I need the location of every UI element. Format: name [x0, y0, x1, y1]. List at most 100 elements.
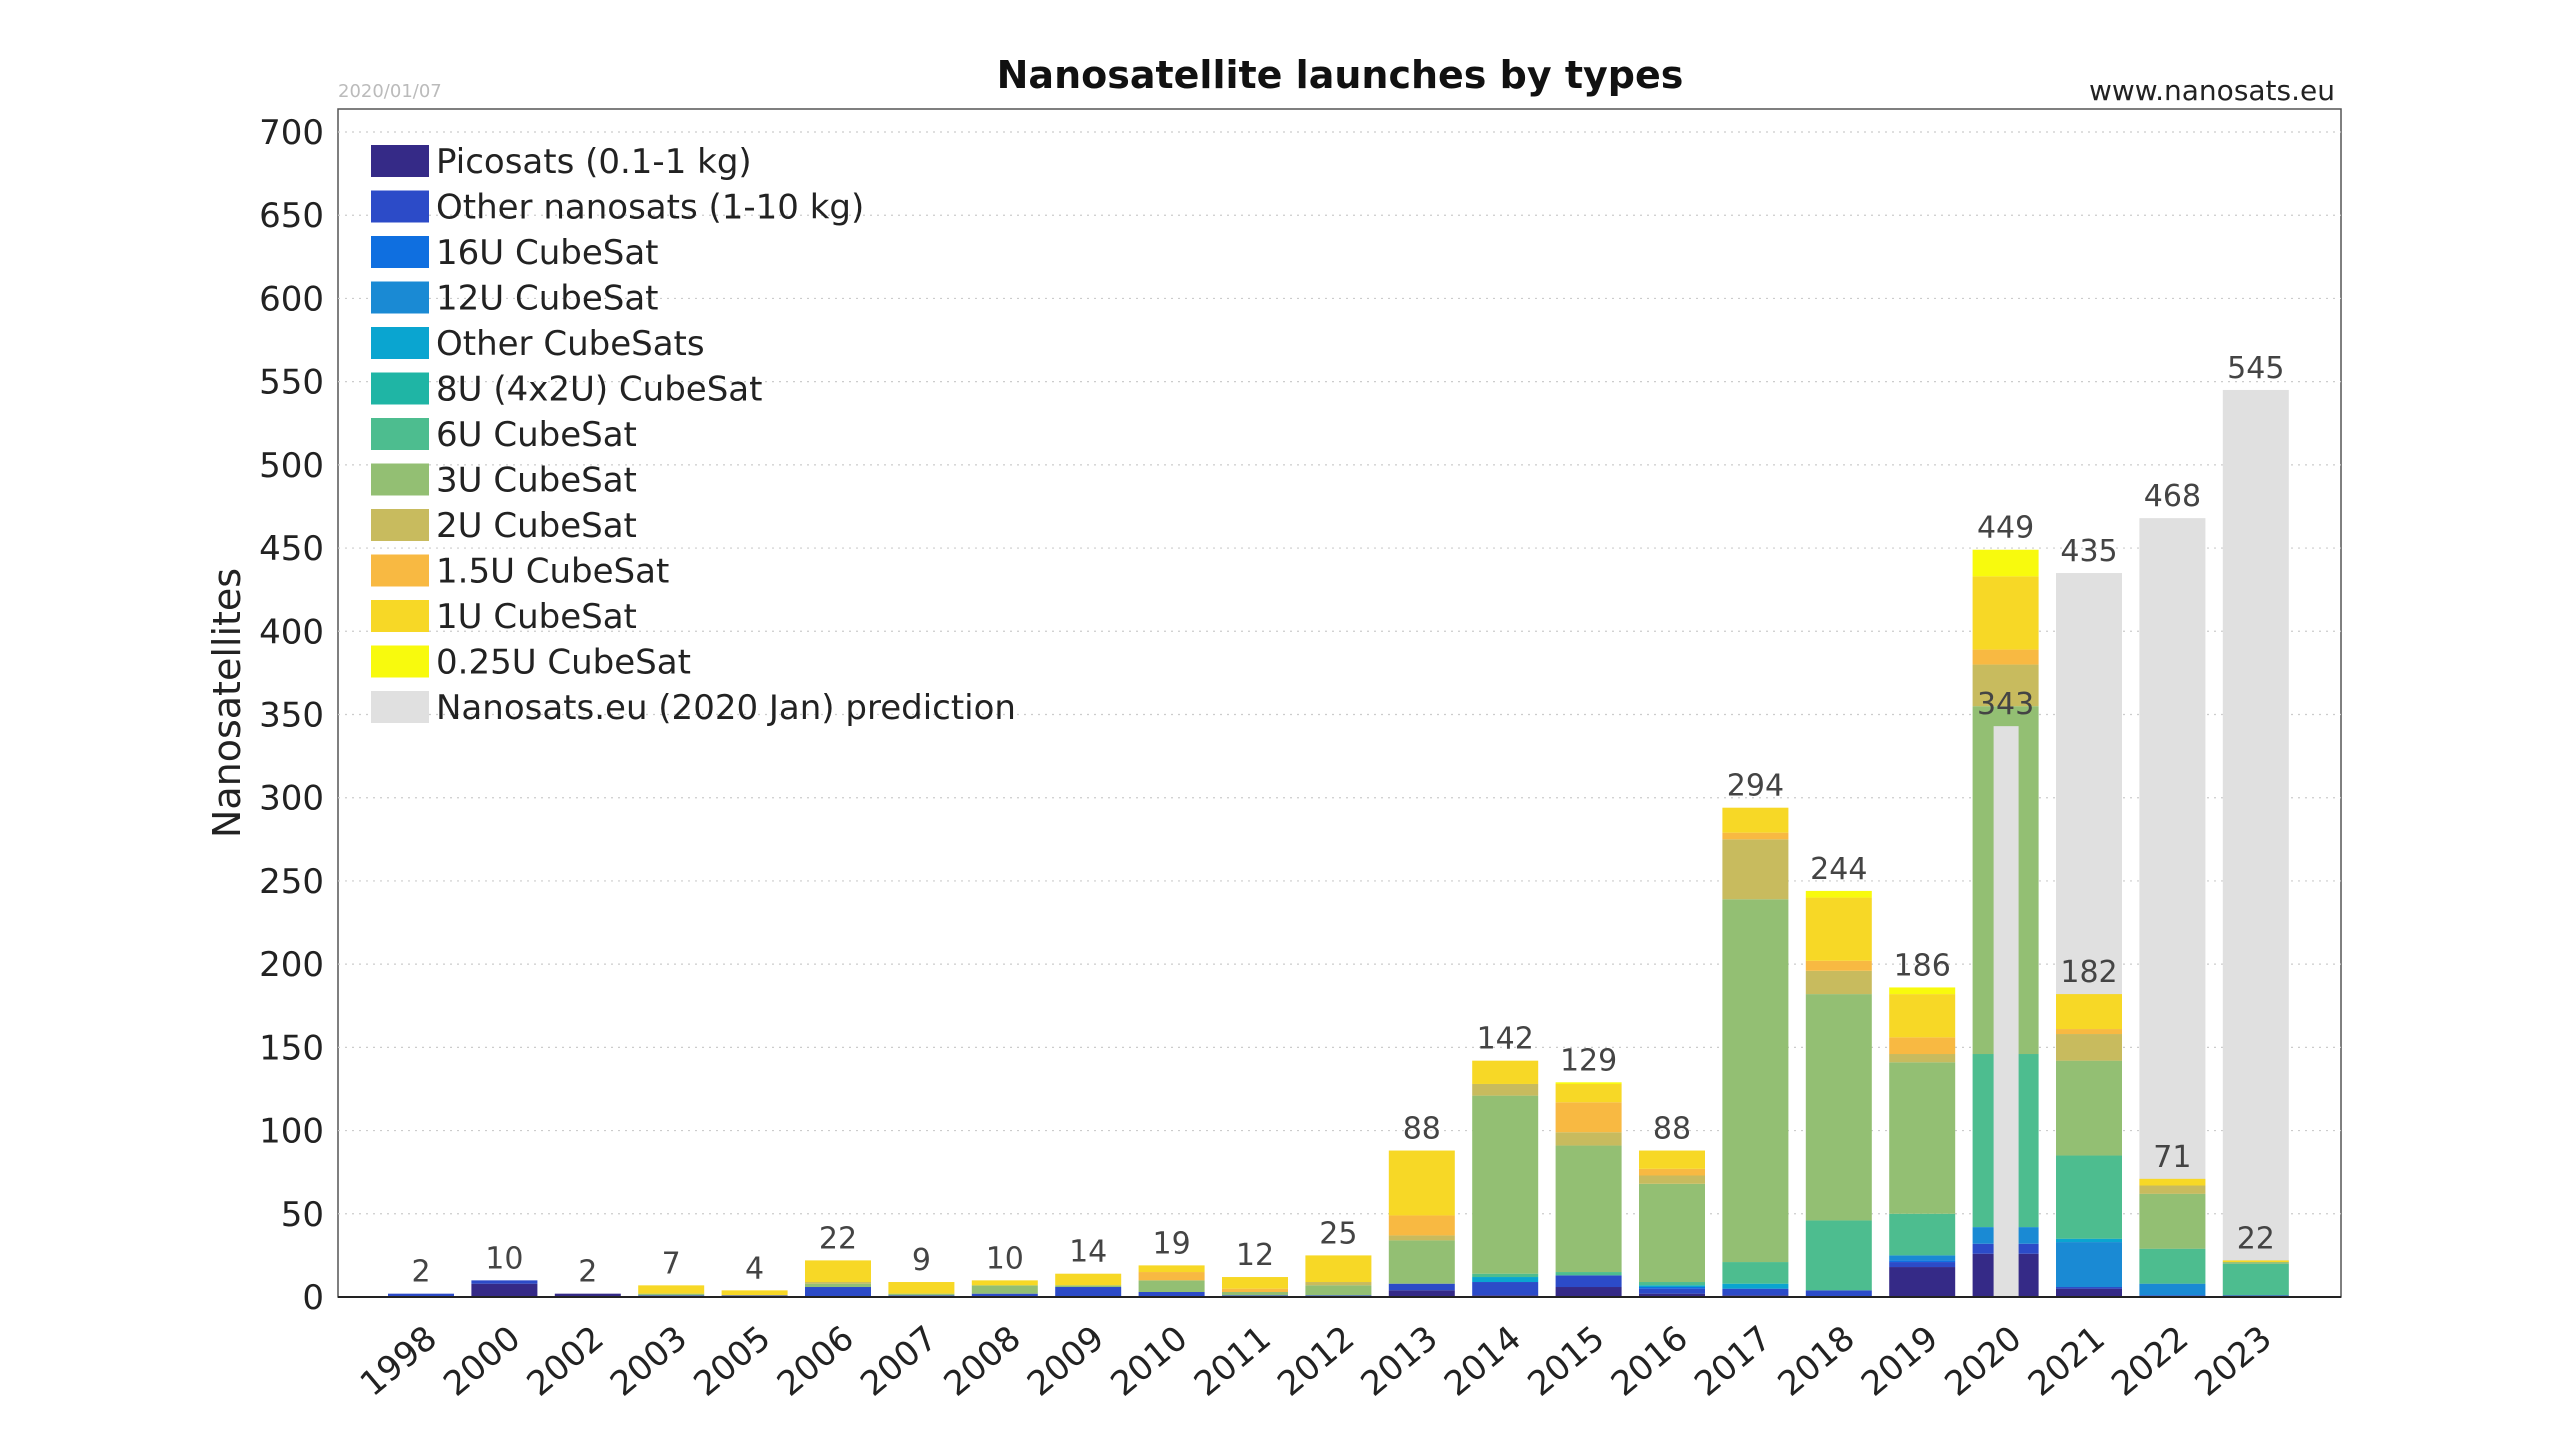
- bar-segment-2010-s10: [1138, 1265, 1205, 1273]
- y-tick-label: 300: [259, 779, 324, 819]
- bar-segment-2022-s6: [2139, 1248, 2206, 1284]
- y-tick-label: 150: [259, 1028, 324, 1068]
- bar-segment-2017-s4: [1722, 1283, 1789, 1289]
- x-tick-label: 2008: [937, 1318, 1029, 1404]
- total-label-2012: 25: [1319, 1216, 1357, 1251]
- prediction-bar-2023: [2222, 389, 2289, 1297]
- x-tick-label: 2014: [1437, 1318, 1529, 1404]
- x-tick-label: 2013: [1354, 1318, 1446, 1404]
- total-label-2005: 4: [745, 1251, 764, 1286]
- bar-segment-2021-s9: [2056, 1029, 2122, 1035]
- bar-segment-2016-s6: [1639, 1282, 1705, 1286]
- total-label-2006: 22: [819, 1221, 857, 1256]
- total-label-2010: 19: [1153, 1226, 1191, 1261]
- bar-segment-2006-s8: [805, 1282, 871, 1284]
- legend-label: 0.25U CubeSat: [436, 643, 691, 683]
- total-label-2003: 7: [662, 1246, 681, 1281]
- source-url: www.nanosats.eu: [2089, 74, 2335, 107]
- legend-label: 3U CubeSat: [436, 461, 637, 501]
- bar-segment-2021-s10: [2056, 994, 2122, 1030]
- bar-segment-2020-s11: [1972, 549, 2039, 577]
- bar-segment-2019-s1: [1889, 1262, 1956, 1268]
- legend-swatch: [371, 645, 429, 678]
- bar-segment-2009-s7: [1055, 1285, 1122, 1288]
- bar-segment-2012-s8: [1305, 1282, 1372, 1286]
- x-tick-label: 2012: [1270, 1318, 1362, 1404]
- y-tick-label: 0: [302, 1278, 324, 1318]
- x-tick-label: 2021: [2021, 1318, 2113, 1404]
- prediction-label-2022: 468: [2144, 479, 2201, 514]
- bar-segment-2017-s6: [1722, 1262, 1789, 1284]
- bar-segment-2010-s7: [1138, 1280, 1205, 1293]
- total-label-2008: 10: [986, 1241, 1024, 1276]
- bar-segment-2010-s1: [1138, 1292, 1205, 1297]
- bar-segment-2012-s7: [1305, 1285, 1372, 1296]
- bar-segment-2022-s8: [2139, 1185, 2206, 1194]
- legend-label: Picosats (0.1-1 kg): [436, 142, 752, 182]
- bar-segment-2013-s10: [1388, 1150, 1455, 1216]
- bar-segment-2017-s9: [1722, 832, 1789, 840]
- total-label-2014: 142: [1477, 1022, 1534, 1057]
- bar-segment-2018-s6: [1805, 1220, 1872, 1291]
- bar-segment-2019-s0: [1889, 1267, 1956, 1297]
- prediction-bar-2020: [1993, 726, 2019, 1297]
- x-tick-label: 2003: [603, 1318, 695, 1404]
- bar-segment-2012-s10: [1305, 1255, 1372, 1283]
- total-label-2000: 10: [485, 1241, 523, 1276]
- bar-segment-2018-s9: [1805, 960, 1872, 971]
- total-label-2009: 14: [1069, 1235, 1107, 1270]
- bar-segment-2014-s6: [1472, 1273, 1539, 1278]
- bar-segment-2018-s1: [1805, 1290, 1872, 1297]
- legend-swatch: [371, 236, 429, 268]
- bar-segment-1998-s1: [388, 1293, 454, 1297]
- bar-segment-2009-s10: [1055, 1273, 1122, 1286]
- bar-segment-2019-s9: [1889, 1037, 1956, 1055]
- bar-segment-2006-s7: [805, 1283, 871, 1288]
- bar-segment-2019-s3: [1889, 1255, 1956, 1261]
- bar-segment-2014-s10: [1472, 1060, 1539, 1084]
- bar-segment-2016-s7: [1639, 1183, 1705, 1283]
- bar-segment-2023-s7: [2222, 1262, 2289, 1264]
- total-label-2015: 129: [1560, 1043, 1617, 1078]
- total-label-2002: 2: [578, 1255, 597, 1290]
- bar-segment-2013-s0: [1388, 1290, 1455, 1297]
- bar-segment-2016-s8: [1639, 1175, 1705, 1184]
- total-label-2022: 71: [2153, 1140, 2191, 1175]
- legend-label: 1U CubeSat: [436, 597, 637, 637]
- bar-segment-2019-s2: [1889, 1260, 1956, 1263]
- bar-segment-2021-s6: [2056, 1155, 2122, 1239]
- legend: Picosats (0.1-1 kg) Other nanosats (1-10 …: [371, 142, 1016, 728]
- bar-segment-2007-s7: [888, 1293, 955, 1296]
- x-tick-label: 2020: [1937, 1318, 2029, 1404]
- bar-segment-2002-s0: [554, 1293, 621, 1297]
- bar-segment-2022-s3: [2139, 1283, 2206, 1296]
- bar-segment-2021-s0: [2056, 1288, 2122, 1297]
- bar-segment-2007-s10: [888, 1282, 955, 1294]
- total-label-2021: 182: [2060, 955, 2117, 990]
- bar-segment-2014-s1: [1472, 1282, 1539, 1296]
- y-tick-label: 100: [259, 1112, 324, 1152]
- bar-segment-2022-s7: [2139, 1193, 2206, 1249]
- bar-segment-2015-s0: [1555, 1287, 1622, 1297]
- total-label-2019: 186: [1894, 948, 1951, 983]
- bar-segment-2019-s7: [1889, 1062, 1956, 1214]
- bar-segment-2021-s7: [2056, 1060, 2122, 1156]
- y-tick-label: 50: [281, 1195, 324, 1235]
- legend-swatch: [371, 372, 429, 405]
- x-tick-label: 1998: [353, 1318, 445, 1404]
- bar-segment-2010-s9: [1138, 1272, 1205, 1281]
- legend-swatch: [371, 190, 429, 223]
- x-tick-label: 2005: [686, 1318, 778, 1404]
- bar-segment-2013-s7: [1388, 1240, 1455, 1284]
- bar-segment-2015-s6: [1555, 1272, 1622, 1276]
- x-tick-label: 2023: [2188, 1318, 2280, 1404]
- bar-segment-2011-s10: [1222, 1277, 1288, 1289]
- bar-segment-2006-s1: [805, 1287, 871, 1297]
- y-tick-label: 600: [259, 279, 324, 319]
- total-label-2011: 12: [1236, 1238, 1274, 1273]
- bar-segment-2015-s8: [1555, 1132, 1622, 1146]
- bar-segment-2015-s11: [1555, 1082, 1622, 1084]
- total-label-1998: 2: [411, 1255, 430, 1290]
- legend-swatch: [371, 145, 429, 177]
- x-tick-label: 2002: [520, 1318, 612, 1404]
